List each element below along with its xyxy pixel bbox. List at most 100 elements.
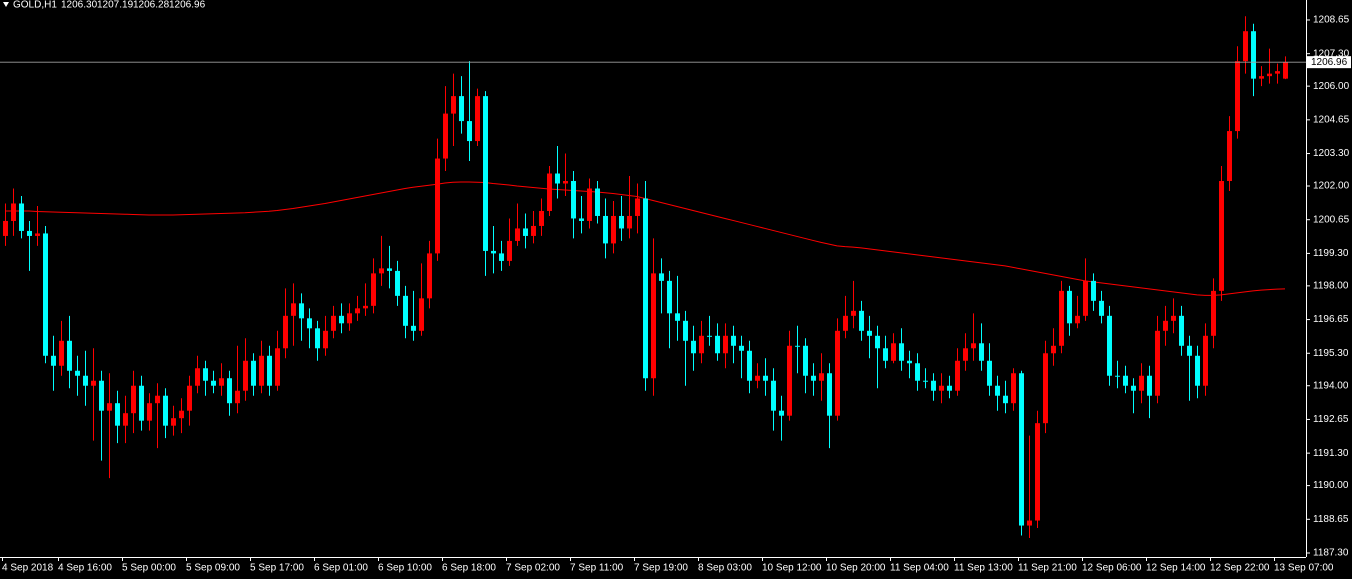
header-value: 1206.30 <box>61 0 98 11</box>
x-tick-label: 13 Sep 07:00 <box>1274 563 1334 574</box>
candle-body <box>235 390 240 404</box>
candle-body <box>1171 315 1176 321</box>
candle-body <box>643 198 648 379</box>
candle-body <box>59 340 64 366</box>
candle-body <box>139 385 144 421</box>
y-tick-label: 1204.65 <box>1313 114 1350 125</box>
candle-body <box>1203 335 1208 386</box>
candle-body <box>907 360 912 364</box>
candle-body <box>515 228 520 241</box>
y-tick-label: 1187.30 <box>1313 548 1349 559</box>
candle-body <box>979 343 984 361</box>
candle-body <box>1059 290 1064 346</box>
y-tick-label: 1208.65 <box>1313 15 1350 26</box>
candle-body <box>1099 300 1104 316</box>
y-tick-label: 1194.00 <box>1313 380 1349 391</box>
candle-body <box>859 310 864 331</box>
candle-body <box>27 230 32 236</box>
candle-body <box>227 378 232 404</box>
candle-body <box>715 335 720 354</box>
x-tick-label: 7 Sep 02:00 <box>506 563 560 574</box>
candle-body <box>547 173 552 211</box>
candle-body <box>555 173 560 184</box>
x-tick-label: 8 Sep 03:00 <box>698 563 752 574</box>
candle-body <box>1067 290 1072 324</box>
candle-body <box>963 348 968 361</box>
candle-body <box>619 215 624 229</box>
candle-body <box>1011 373 1016 404</box>
candle-body <box>155 395 160 404</box>
candle-body <box>1179 315 1184 346</box>
candle-body <box>475 96 480 142</box>
candle-body <box>395 270 400 296</box>
candle-body <box>75 370 80 376</box>
candle-body <box>291 303 296 316</box>
candle-body <box>299 303 304 319</box>
candle-body <box>163 395 168 426</box>
candle-body <box>723 335 728 354</box>
x-tick-label: 7 Sep 19:00 <box>634 563 688 574</box>
candle-body <box>99 380 104 411</box>
candle-body <box>35 233 40 236</box>
candle-body <box>627 215 632 229</box>
bid-label: 1206.96 <box>1311 57 1348 68</box>
candle-body <box>683 320 688 341</box>
x-tick-label: 10 Sep 20:00 <box>826 563 886 574</box>
header-values: 1206.30 1207.19 1206.28 1206.96 <box>61 0 206 11</box>
candle-body <box>579 218 584 221</box>
candle-body <box>739 345 744 351</box>
candle-body <box>331 315 336 331</box>
candle-body <box>1115 375 1120 377</box>
candle-body <box>763 375 768 381</box>
candle-body <box>1163 320 1168 331</box>
x-tick-label: 12 Sep 06:00 <box>1082 563 1142 574</box>
x-tick-label: 11 Sep 13:00 <box>954 563 1013 574</box>
candle-body <box>171 418 176 426</box>
candle-body <box>411 325 416 331</box>
candle-body <box>147 403 152 421</box>
candle-body <box>587 188 592 221</box>
candle-body <box>811 375 816 381</box>
candle-body <box>403 295 408 326</box>
x-tick-label: 6 Sep 10:00 <box>378 563 432 574</box>
candle-body <box>755 375 760 381</box>
candle-body <box>795 345 800 347</box>
candle-body <box>483 96 488 251</box>
candle-body <box>1195 355 1200 386</box>
y-tick-label: 1206.00 <box>1313 81 1350 92</box>
candle-body <box>451 96 456 114</box>
candle-body <box>1035 423 1040 521</box>
y-tick-label: 1190.00 <box>1313 480 1349 491</box>
candle-body <box>19 203 24 231</box>
header-value: 1206.96 <box>169 0 206 11</box>
x-tick-label: 5 Sep 00:00 <box>122 563 176 574</box>
candle-body <box>987 360 992 386</box>
candle-body <box>707 335 712 337</box>
candle-body <box>1051 345 1056 354</box>
candle-body <box>891 343 896 361</box>
candle-body <box>355 308 360 314</box>
candle-body <box>899 343 904 361</box>
candle-body <box>363 305 368 309</box>
y-tick-label: 1198.00 <box>1313 281 1349 292</box>
x-tick-label: 11 Sep 21:00 <box>1018 563 1077 574</box>
menu-arrow <box>3 2 9 7</box>
candle-body <box>419 298 424 331</box>
x-tick-label: 5 Sep 09:00 <box>186 563 240 574</box>
y-tick-label: 1207.30 <box>1313 48 1350 59</box>
candle-body <box>347 313 352 324</box>
candle-body <box>283 315 288 349</box>
candle-body <box>611 215 616 244</box>
candle-body <box>251 360 256 386</box>
candle-body <box>747 350 752 381</box>
candle-body <box>595 188 600 216</box>
candle-body <box>1211 290 1216 336</box>
y-tick-label: 1188.65 <box>1313 514 1349 525</box>
candle-body <box>699 335 704 354</box>
candle-body <box>691 340 696 354</box>
candle-body <box>435 158 440 254</box>
candle-body <box>1123 375 1128 386</box>
candle-body <box>947 385 952 391</box>
